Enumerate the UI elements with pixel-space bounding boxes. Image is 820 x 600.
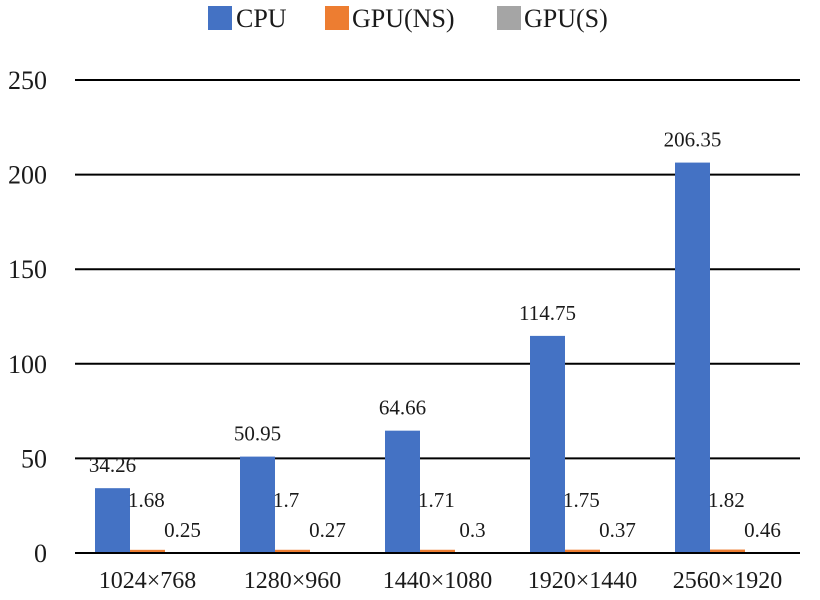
data-label: 0.46 bbox=[744, 518, 781, 542]
x-category-label: 1440×1080 bbox=[383, 568, 493, 594]
bar-cpu bbox=[95, 488, 130, 553]
data-label: 1.75 bbox=[563, 488, 600, 512]
legend-swatch bbox=[497, 6, 521, 30]
legend-label: CPU bbox=[236, 4, 287, 33]
legend-swatch bbox=[208, 6, 232, 30]
data-label: 1.82 bbox=[708, 488, 745, 512]
legend-label: GPU(S) bbox=[524, 4, 608, 33]
y-tick-label: 150 bbox=[8, 255, 47, 284]
x-category-label: 2560×1920 bbox=[673, 568, 783, 594]
legend: CPU GPU(NS) GPU(S) bbox=[208, 4, 608, 33]
x-category-label: 1024×768 bbox=[99, 568, 197, 594]
data-label: 64.66 bbox=[379, 396, 426, 420]
data-label: 1.7 bbox=[273, 488, 299, 512]
x-category-label: 1280×960 bbox=[244, 568, 342, 594]
data-label: 1.71 bbox=[418, 488, 455, 512]
y-tick-label: 100 bbox=[8, 350, 47, 379]
data-label: 50.95 bbox=[234, 422, 281, 446]
bar-cpu bbox=[385, 431, 420, 553]
y-tick-label: 0 bbox=[34, 539, 47, 568]
y-tick-label: 250 bbox=[8, 66, 47, 95]
data-label: 114.75 bbox=[519, 301, 576, 325]
y-tick-label: 200 bbox=[8, 161, 47, 190]
data-label: 1.68 bbox=[128, 488, 165, 512]
legend-swatch bbox=[325, 6, 349, 30]
data-label: 0.37 bbox=[599, 518, 636, 542]
x-category-label: 1920×1440 bbox=[528, 568, 638, 594]
bar-cpu bbox=[240, 457, 275, 553]
legend-label: GPU(NS) bbox=[352, 4, 455, 33]
y-tick-label: 50 bbox=[21, 444, 47, 473]
data-label: 0.25 bbox=[164, 518, 201, 542]
data-label: 0.3 bbox=[459, 518, 485, 542]
bar-cpu bbox=[530, 336, 565, 553]
data-label: 34.26 bbox=[89, 453, 136, 477]
data-label: 0.27 bbox=[309, 518, 346, 542]
bar-cpu bbox=[675, 163, 710, 553]
data-label: 206.35 bbox=[664, 128, 722, 152]
